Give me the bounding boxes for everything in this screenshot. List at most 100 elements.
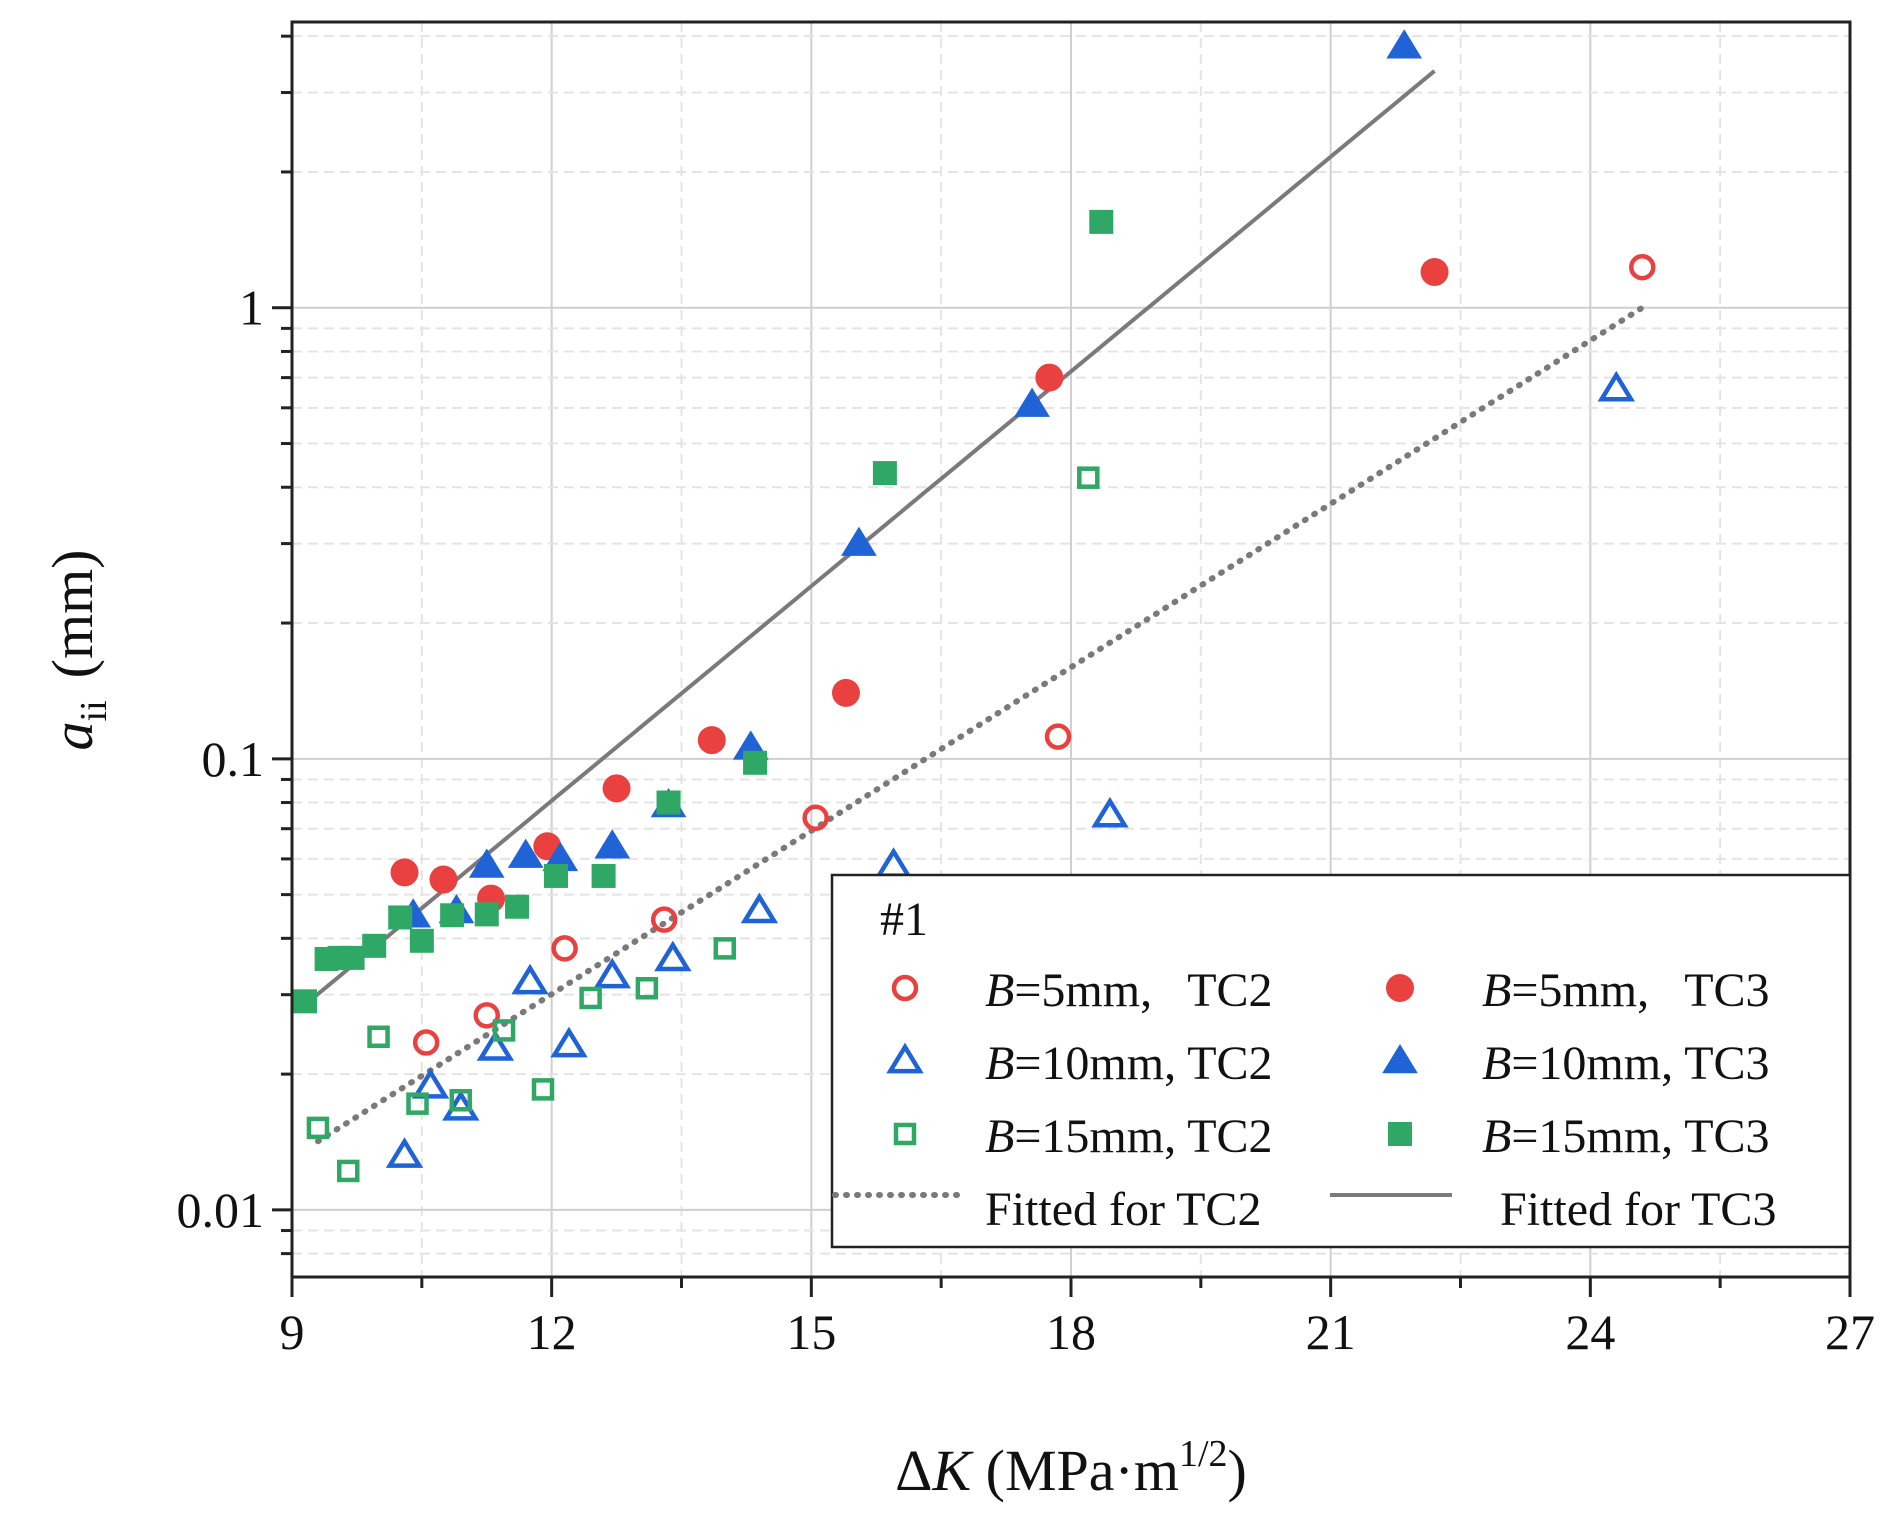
x-tick-label: 27 — [1825, 1304, 1875, 1360]
data-point — [594, 829, 631, 859]
data-point — [1077, 466, 1100, 489]
legend-label-text: =15mm, TC2 — [1014, 1110, 1272, 1163]
data-point — [1629, 253, 1656, 281]
data-point — [591, 863, 616, 888]
x-axis-delta: Δ — [895, 1438, 932, 1503]
legend-label-b5-tc3: B=5mm, TC3 — [1482, 964, 1770, 1017]
y-axis-var: a — [40, 721, 105, 750]
data-point — [550, 1026, 588, 1058]
fit-line-fit-tc2 — [315, 304, 1646, 1145]
data-point — [412, 1029, 440, 1056]
data-point — [697, 726, 726, 755]
data-point — [1597, 370, 1636, 402]
data-point — [1014, 387, 1050, 417]
legend-label-b: B — [985, 964, 1014, 1017]
data-point — [388, 905, 413, 930]
data-point — [468, 848, 505, 878]
x-axis-var: K — [931, 1438, 974, 1503]
data-point — [367, 1025, 390, 1049]
data-point — [337, 1159, 360, 1183]
data-point — [579, 986, 602, 1010]
legend-symbol-b10-tc3 — [1382, 1044, 1418, 1074]
data-point — [390, 858, 419, 887]
data-point — [340, 945, 365, 970]
legend-label-b: B — [985, 1110, 1014, 1163]
data-point — [292, 989, 317, 1014]
legend-label-b: B — [985, 1037, 1014, 1090]
data-point — [831, 678, 860, 707]
legend-label-b10-tc2: B=10mm, TC2 — [985, 1037, 1273, 1090]
data-point — [650, 906, 678, 933]
legend-symbol-b15-tc3 — [1388, 1122, 1412, 1146]
x-axis-close: ) — [1228, 1438, 1247, 1503]
data-point — [406, 1092, 429, 1115]
legend-box — [830, 873, 1852, 1249]
legend-label-text: Fitted for TC3 — [1500, 1183, 1776, 1236]
fit-line-fit-tc3 — [303, 69, 1436, 1007]
legend-label-b15-tc2: B=15mm, TC2 — [985, 1110, 1273, 1163]
data-point — [635, 977, 659, 1000]
data-point — [551, 935, 578, 962]
data-point — [872, 461, 897, 486]
y-tick-label: 0.1 — [202, 731, 265, 787]
data-point — [1089, 209, 1114, 234]
x-axis-unit: (MPa·m — [971, 1438, 1179, 1503]
legend-title: #1 — [880, 893, 928, 946]
data-point — [505, 894, 530, 919]
legend-label-text: =5mm, TC3 — [1511, 964, 1769, 1017]
data-point — [1420, 258, 1449, 287]
legend-label-text: =15mm, TC3 — [1511, 1110, 1769, 1163]
fit-lines — [303, 69, 1646, 1145]
y-tick-label: 1 — [239, 280, 264, 336]
x-axis-exponent: 1/2 — [1179, 1433, 1228, 1475]
x-tick-label: 18 — [1046, 1304, 1096, 1360]
data-point — [743, 750, 768, 775]
data-point — [511, 963, 549, 995]
data-point — [507, 838, 544, 868]
data-point — [474, 902, 499, 927]
legend-label-text: Fitted for TC2 — [985, 1183, 1261, 1236]
legend-label-b10-tc3: B=10mm, TC3 — [1482, 1037, 1770, 1090]
data-point — [429, 865, 458, 894]
data-point — [449, 1089, 473, 1112]
series-b5-tc2 — [412, 253, 1656, 1056]
series-b15-tc2 — [306, 466, 1100, 1183]
data-point — [1035, 363, 1064, 392]
legend-label-b: B — [1482, 1110, 1511, 1163]
legend-label-text: =5mm, TC2 — [1014, 964, 1272, 1017]
legend-label-b: B — [1482, 964, 1511, 1017]
legend-label-fit-tc2: Fitted for TC2 — [985, 1183, 1261, 1236]
data-point — [1386, 29, 1423, 59]
legend-label-b15-tc3: B=15mm, TC3 — [1482, 1110, 1770, 1163]
data-point — [531, 1078, 555, 1101]
data-point — [476, 1030, 515, 1061]
data-point — [543, 863, 568, 888]
data-point — [593, 957, 631, 989]
series-b15-tc3 — [292, 209, 1114, 1014]
data-point — [656, 790, 681, 815]
data-point — [1091, 796, 1129, 828]
legend-symbol-b15-tc2 — [893, 1122, 917, 1146]
y-axis-unit: (mm) — [40, 550, 105, 679]
data-point — [306, 1116, 330, 1140]
x-tick-label: 9 — [280, 1304, 305, 1360]
data-point — [385, 1137, 424, 1168]
data-point — [409, 928, 434, 953]
legend-label-fit-tc3: Fitted for TC3 — [1500, 1183, 1776, 1236]
x-tick-label: 12 — [527, 1304, 577, 1360]
y-axis-title: aii (mm) — [40, 550, 115, 751]
legend-symbol-b10-tc2 — [886, 1042, 924, 1074]
data-point — [492, 1019, 516, 1042]
data-point — [654, 940, 692, 972]
data-point — [802, 804, 829, 832]
data-point — [740, 892, 779, 924]
y-tick-label: 0.01 — [177, 1182, 265, 1238]
x-tick-label: 21 — [1306, 1304, 1356, 1360]
series-b5-tc3 — [390, 258, 1449, 913]
data-point — [713, 937, 737, 960]
data-point — [411, 1067, 450, 1099]
